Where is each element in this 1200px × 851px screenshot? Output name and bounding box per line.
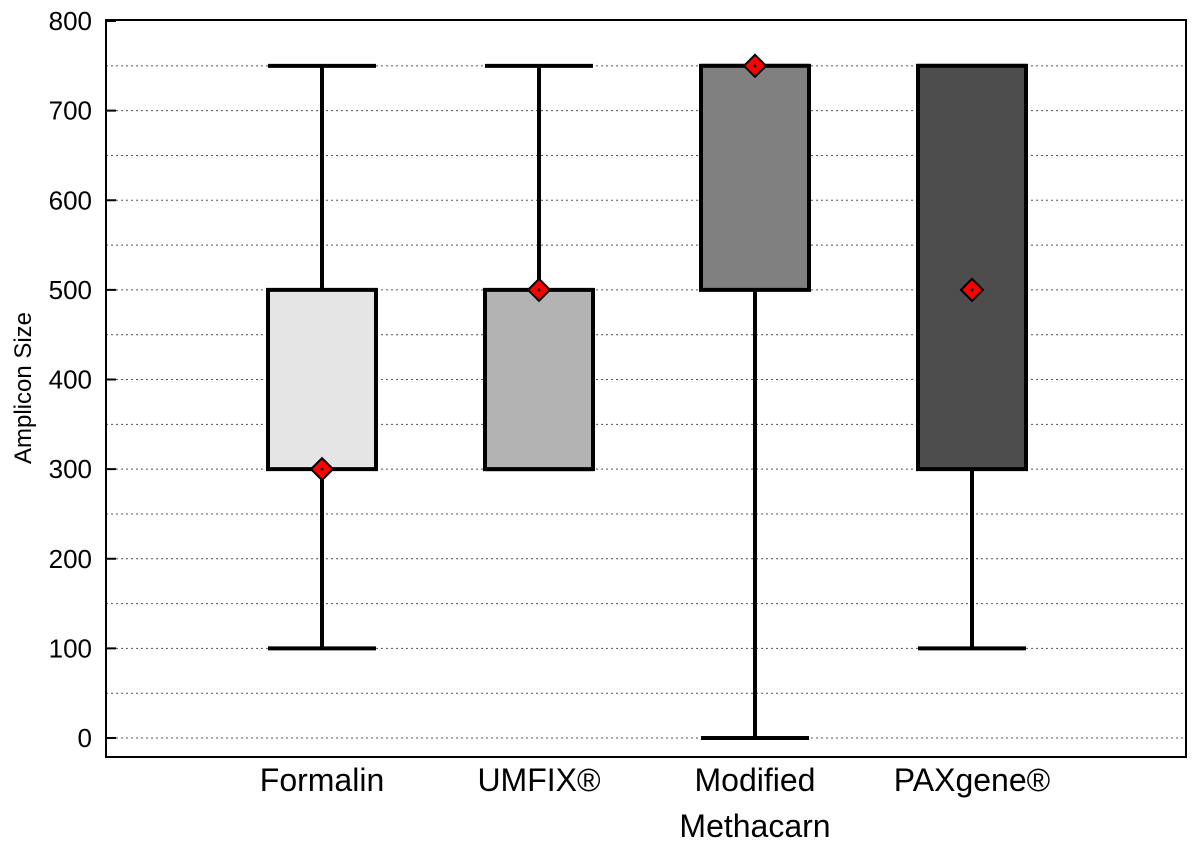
mean-marker-dot [320, 467, 324, 471]
mean-marker-dot [753, 64, 757, 68]
y-tick-label: 400 [49, 365, 92, 395]
y-tick-label: 800 [49, 6, 92, 36]
y-tick-label: 600 [49, 185, 92, 215]
y-tick-label: 0 [78, 723, 92, 753]
category-label: Formalin [260, 762, 384, 798]
y-tick-label: 300 [49, 454, 92, 484]
category-label: UMFIX® [477, 762, 601, 798]
boxes [266, 53, 1028, 740]
category-label: PAXgene® [894, 762, 1051, 798]
box [916, 63, 1028, 472]
y-axis-title: Amplicon Size [10, 312, 37, 464]
box [699, 63, 811, 292]
y-tick-label: 100 [49, 633, 92, 663]
y-tick-label: 700 [49, 96, 92, 126]
box-group [916, 63, 1028, 651]
category-label: Methacarn [679, 808, 830, 844]
box-group [266, 63, 378, 651]
box-group [699, 53, 811, 740]
plot-frame [105, 19, 1187, 758]
y-tick-label: 500 [49, 275, 92, 305]
x-axis-categories: Formalin UMFIX® Modified Methacarn PAXgene® [260, 762, 1051, 844]
box [483, 287, 595, 472]
mean-marker-dot [970, 288, 974, 292]
y-tick-label: 200 [49, 544, 92, 574]
box-group [483, 63, 595, 472]
category-label: Modified [695, 762, 816, 798]
box [266, 287, 378, 472]
y-axis-ticks: 0 100 200 300 400 500 600 700 800 [49, 6, 116, 753]
mean-marker-dot [537, 288, 541, 292]
